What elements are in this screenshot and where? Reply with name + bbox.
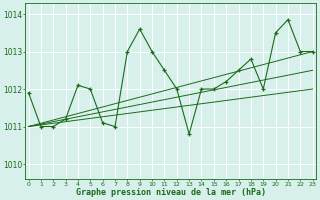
X-axis label: Graphe pression niveau de la mer (hPa): Graphe pression niveau de la mer (hPa) xyxy=(76,188,266,197)
